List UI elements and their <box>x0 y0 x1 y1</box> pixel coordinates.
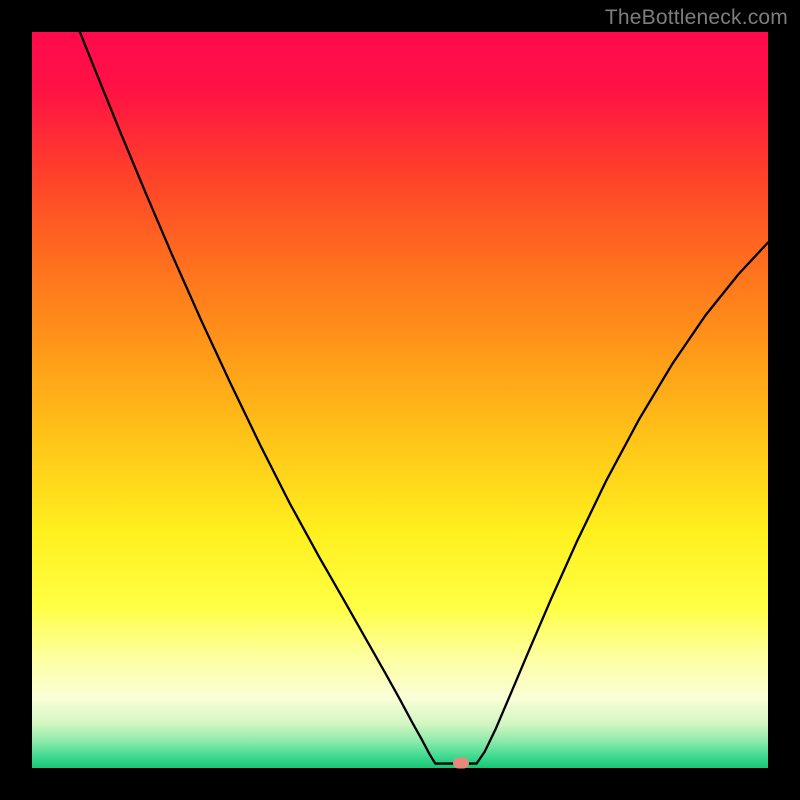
watermark: TheBottleneck.com <box>605 6 788 30</box>
bottleneck-curve <box>80 32 768 764</box>
plot-area <box>32 32 768 768</box>
optimal-marker <box>453 757 469 768</box>
chart-container: TheBottleneck.com <box>0 0 800 800</box>
plot-svg <box>32 32 768 768</box>
gradient-background <box>32 32 768 768</box>
